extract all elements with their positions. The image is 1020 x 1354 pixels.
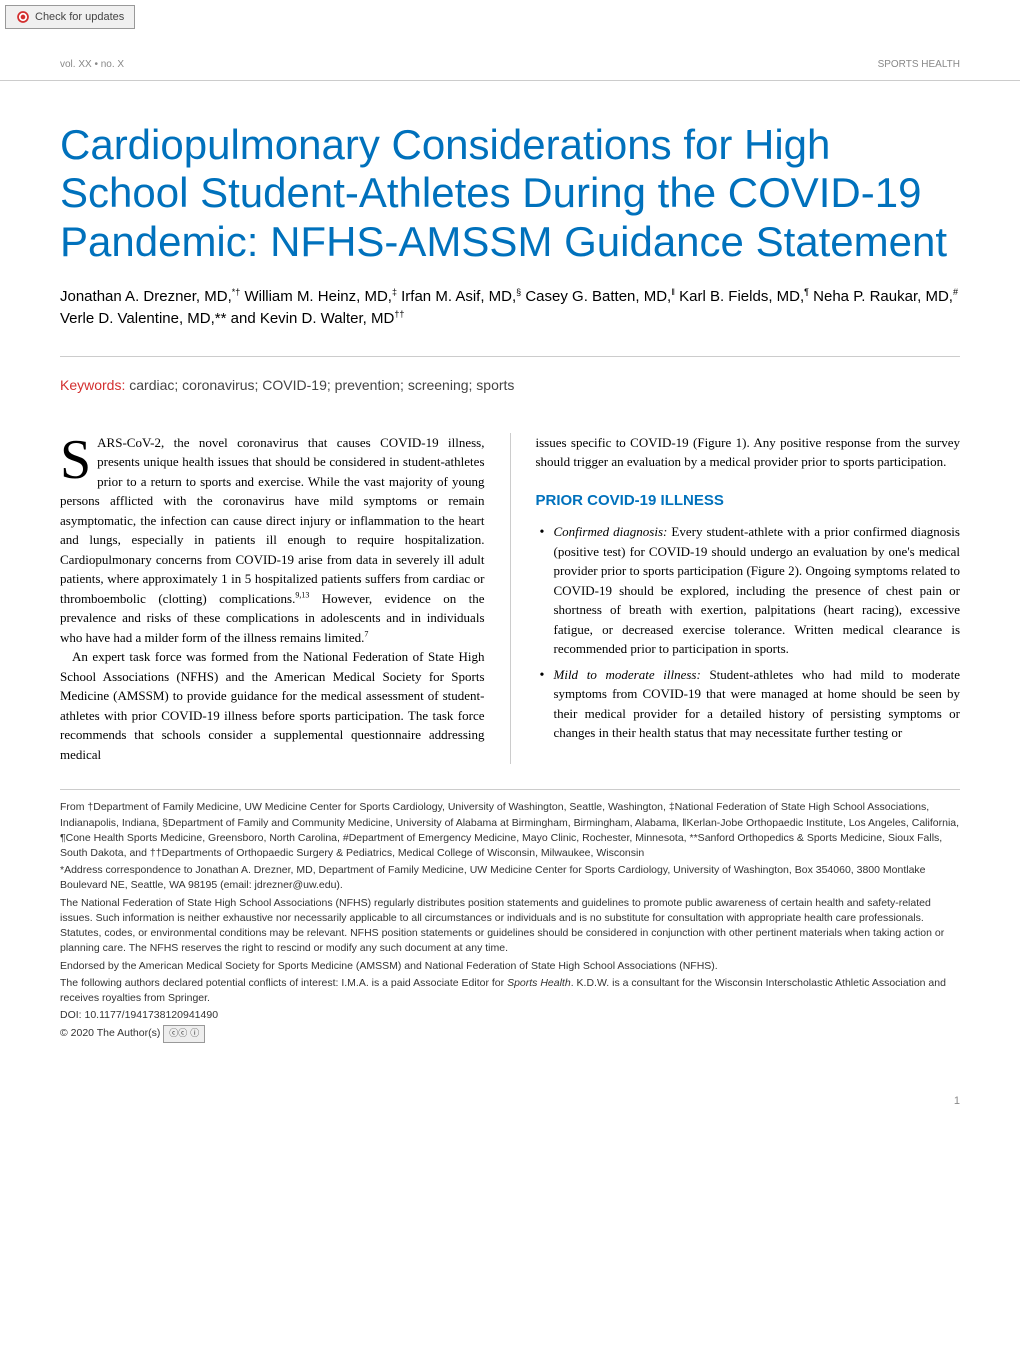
column-right: issues specific to COVID-19 (Figure 1). … — [536, 433, 961, 765]
author-list: Jonathan A. Drezner, MD,*† William M. He… — [60, 286, 960, 331]
main-content: Cardiopulmonary Considerations for High … — [0, 121, 1020, 1085]
copyright-text: © 2020 The Author(s) — [60, 1027, 160, 1039]
article-title: Cardiopulmonary Considerations for High … — [60, 121, 960, 266]
footer-separator — [60, 789, 960, 790]
doi: DOI: 10.1177/1941738120941490 — [60, 1008, 960, 1023]
page-number: 1 — [0, 1085, 1020, 1117]
footer-block: From †Department of Family Medicine, UW … — [60, 800, 960, 1042]
bullet-list: Confirmed diagnosis: Every student-athle… — [536, 522, 961, 743]
by-icon: ⓘ — [190, 1027, 199, 1040]
bullet-confirmed-label: Confirmed diagnosis: — [554, 524, 668, 539]
check-updates-label: Check for updates — [35, 11, 124, 23]
bullet-confirmed: Confirmed diagnosis: Every student-athle… — [536, 522, 961, 659]
bullet-mild-label: Mild to moderate illness: — [554, 667, 701, 682]
copyright-line: © 2020 The Author(s) ⓒⓒ ⓘ — [60, 1025, 960, 1042]
header-right: SPORTS HEALTH — [878, 59, 960, 70]
paragraph-2: An expert task force was formed from the… — [60, 647, 485, 764]
nfhs-disclaimer: The National Federation of State High Sc… — [60, 896, 960, 957]
body-columns: SARS-CoV-2, the novel coronavirus that c… — [60, 433, 960, 765]
correspondence: *Address correspondence to Jonathan A. D… — [60, 863, 960, 893]
cc-badge: ⓒⓒ ⓘ — [163, 1025, 205, 1042]
conflicts: The following authors declared potential… — [60, 976, 960, 1006]
column-divider — [510, 433, 511, 765]
check-updates-badge[interactable]: Check for updates — [5, 5, 135, 29]
dropcap: S — [60, 433, 97, 485]
section-heading-prior-covid: PRIOR COVID-19 ILLNESS — [536, 490, 961, 513]
cc-icon: ⓒⓒ — [169, 1027, 187, 1040]
p1-text: ARS-CoV-2, the novel coronavirus that ca… — [60, 435, 485, 645]
keywords-line: Keywords: cardiac; coronavirus; COVID-19… — [60, 377, 960, 393]
crossmark-icon — [16, 10, 30, 24]
separator — [60, 356, 960, 357]
bullet-mild: Mild to moderate illness: Student-athlet… — [536, 665, 961, 743]
keywords-label: Keywords: — [60, 377, 125, 393]
bullet-confirmed-text: Every student-athlete with a prior confi… — [554, 524, 961, 656]
header-left: vol. XX • no. X — [60, 59, 124, 70]
running-header: vol. XX • no. X SPORTS HEALTH — [0, 29, 1020, 81]
col2-intro: issues specific to COVID-19 (Figure 1). … — [536, 433, 961, 472]
paragraph-1: SARS-CoV-2, the novel coronavirus that c… — [60, 433, 485, 648]
keywords-text: cardiac; coronavirus; COVID-19; preventi… — [125, 377, 514, 393]
column-left: SARS-CoV-2, the novel coronavirus that c… — [60, 433, 485, 765]
affiliations: From †Department of Family Medicine, UW … — [60, 800, 960, 861]
endorsed: Endorsed by the American Medical Society… — [60, 959, 960, 974]
